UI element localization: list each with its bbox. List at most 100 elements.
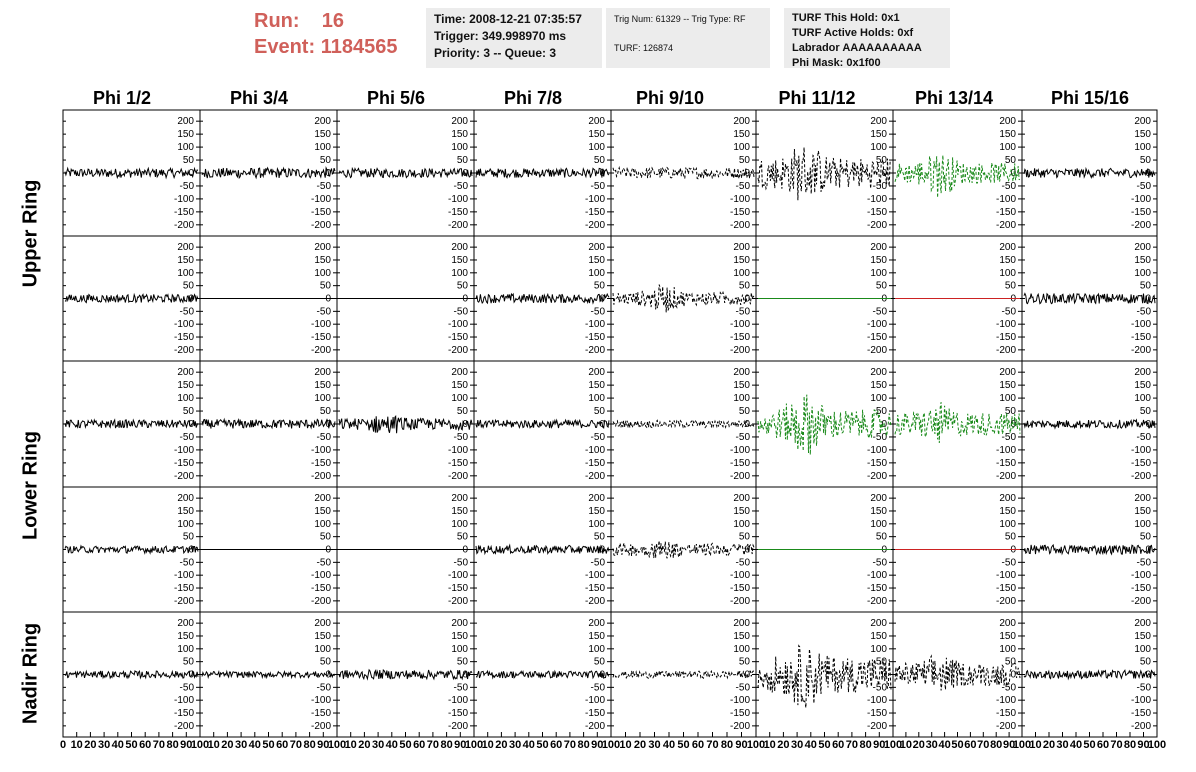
y-tick-label: 50 xyxy=(876,406,888,417)
y-tick-label: -50 xyxy=(873,557,888,568)
y-tick-label: -50 xyxy=(317,432,332,443)
y-tick-label: 150 xyxy=(733,129,750,140)
y-tick-label: -100 xyxy=(1131,194,1151,205)
x-tick-label: 60 xyxy=(832,739,844,751)
x-tick-label: 50 xyxy=(262,739,274,751)
y-tick-label: 100 xyxy=(870,142,887,153)
y-tick-label: -50 xyxy=(591,557,606,568)
x-tick-label: 40 xyxy=(805,739,817,751)
waveform-trace xyxy=(338,415,473,434)
y-tick-label: -150 xyxy=(730,583,750,594)
y-tick-label: -50 xyxy=(454,306,469,317)
y-tick-label: 0 xyxy=(188,168,194,179)
event-value: 1184565 xyxy=(320,36,398,58)
y-tick-label: -100 xyxy=(867,319,887,330)
x-tick-label: 100 xyxy=(465,739,483,751)
y-tick-label: -50 xyxy=(454,557,469,568)
y-tick-label: 150 xyxy=(588,255,605,266)
x-tick-label: 40 xyxy=(663,739,675,751)
waveform-trace xyxy=(201,669,336,680)
y-tick-label: -150 xyxy=(174,207,194,218)
waveform-trace xyxy=(894,402,1021,444)
x-tick-label: 30 xyxy=(926,739,938,751)
y-tick-label: -100 xyxy=(311,695,331,706)
turf-info-box: TURF This Hold: 0x1 TURF Active Holds: 0… xyxy=(784,8,950,69)
y-tick-label: -150 xyxy=(174,332,194,343)
y-tick-label: -50 xyxy=(873,432,888,443)
y-tick-label: 200 xyxy=(451,242,468,253)
run-label: Run: xyxy=(254,10,300,32)
y-tick-label: 100 xyxy=(1134,393,1151,404)
x-tick-label: 90 xyxy=(735,739,747,751)
y-tick-label: -100 xyxy=(585,445,605,456)
y-tick-label: -200 xyxy=(585,220,605,231)
run-event-info: Run: 16 Event: 1184565 xyxy=(254,8,397,60)
y-tick-label: 50 xyxy=(1005,281,1017,292)
y-tick-label: 150 xyxy=(999,380,1016,391)
x-tick-label: 20 xyxy=(221,739,233,751)
y-tick-label: -50 xyxy=(591,306,606,317)
y-tick-label: -50 xyxy=(591,432,606,443)
x-tick-label: 80 xyxy=(166,739,178,751)
x-tick-label: 20 xyxy=(634,739,646,751)
y-tick-label: -100 xyxy=(730,445,750,456)
y-tick-label: -200 xyxy=(1131,721,1151,732)
y-tick-label: -200 xyxy=(1131,345,1151,356)
column-header-phi-5-6: Phi 5/6 xyxy=(366,88,426,108)
y-tick-label: -150 xyxy=(1131,207,1151,218)
y-tick-label: -200 xyxy=(730,471,750,482)
column-header-phi-7-8: Phi 7/8 xyxy=(503,88,563,108)
y-tick-label: 200 xyxy=(588,493,605,504)
y-tick-label: 100 xyxy=(588,142,605,153)
x-tick-label: 30 xyxy=(372,739,384,751)
y-tick-label: -200 xyxy=(311,220,331,231)
x-tick-label: 50 xyxy=(677,739,689,751)
y-tick-label: 50 xyxy=(1005,155,1017,166)
x-tick-label: 0 xyxy=(60,739,66,751)
y-tick-label: -150 xyxy=(730,207,750,218)
y-tick-label: -200 xyxy=(867,596,887,607)
y-tick-label: 200 xyxy=(999,242,1016,253)
x-tick-label: 40 xyxy=(249,739,261,751)
y-tick-label: -150 xyxy=(311,332,331,343)
y-tick-label: -200 xyxy=(311,596,331,607)
column-header-phi-11-12: Phi 11/12 xyxy=(778,88,856,108)
x-tick-label: 90 xyxy=(1137,739,1149,751)
y-tick-label: -50 xyxy=(1002,682,1017,693)
y-tick-label: -150 xyxy=(448,332,468,343)
waveform-trace xyxy=(475,167,610,179)
y-tick-label: 0 xyxy=(744,168,750,179)
x-tick-label: 10 xyxy=(1029,739,1041,751)
y-tick-label: 150 xyxy=(177,255,194,266)
x-tick-label: 70 xyxy=(290,739,302,751)
y-tick-label: 150 xyxy=(314,631,331,642)
y-tick-label: 50 xyxy=(1005,657,1017,668)
y-tick-label: 50 xyxy=(739,532,751,543)
y-tick-label: -50 xyxy=(317,557,332,568)
y-tick-label: 100 xyxy=(451,519,468,530)
y-tick-label: -50 xyxy=(873,181,888,192)
y-tick-label: -200 xyxy=(730,721,750,732)
panel-frame xyxy=(610,109,757,237)
y-tick-label: -150 xyxy=(867,583,887,594)
x-tick-label: 70 xyxy=(706,739,718,751)
waveform-trace xyxy=(757,147,892,201)
y-tick-label: 200 xyxy=(1134,493,1151,504)
y-tick-label: -50 xyxy=(180,557,195,568)
y-tick-label: 50 xyxy=(457,281,469,292)
y-tick-label: 50 xyxy=(183,281,195,292)
trigger-info-box: Trig Num: 61329 -- Trig Type: RF TURF: 1… xyxy=(606,8,770,68)
y-tick-label: 50 xyxy=(876,155,888,166)
y-tick-label: 150 xyxy=(314,129,331,140)
y-tick-label: -200 xyxy=(174,220,194,231)
waveform-trace xyxy=(475,669,610,680)
